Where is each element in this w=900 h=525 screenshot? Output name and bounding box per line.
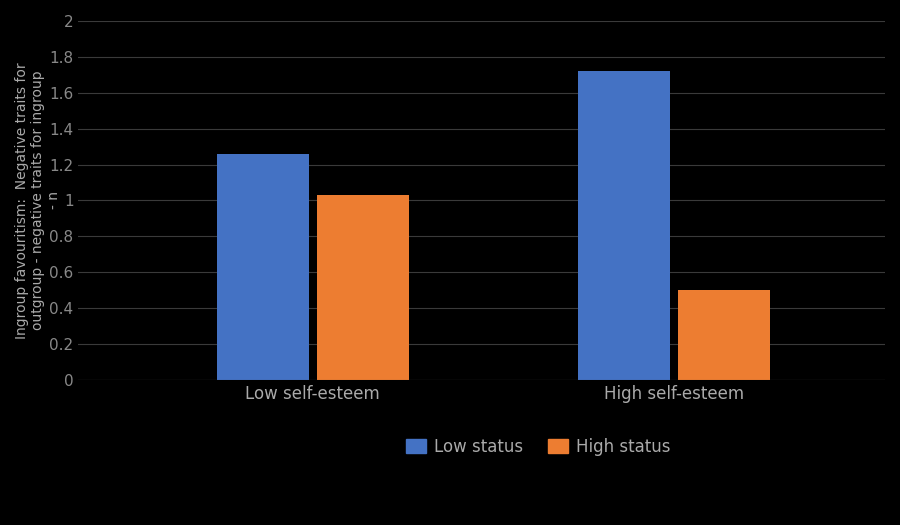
Bar <box>217 154 309 380</box>
Bar <box>317 195 409 380</box>
Bar <box>678 290 770 380</box>
Bar <box>578 71 670 380</box>
Legend: Low status, High status: Low status, High status <box>399 431 678 463</box>
Y-axis label: Ingroup favouritism:  Negative traits for
outgroup - negative traits for ingroup: Ingroup favouritism: Negative traits for… <box>15 62 61 339</box>
